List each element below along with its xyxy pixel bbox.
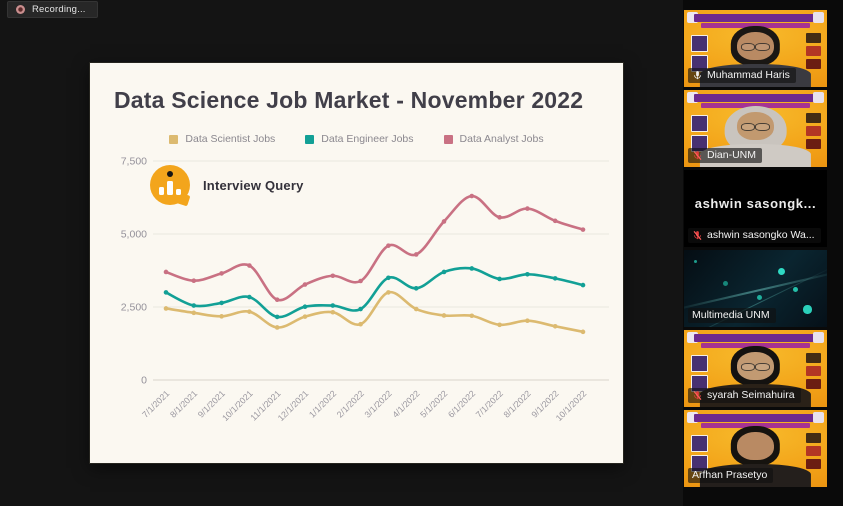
svg-text:3/1/2022: 3/1/2022 — [363, 388, 394, 419]
recording-indicator[interactable]: Recording... — [7, 1, 98, 18]
participant-tile[interactable]: syarah Seimahuira — [684, 330, 827, 407]
participant-name: Dian-UNM — [707, 149, 757, 161]
svg-text:0: 0 — [141, 375, 147, 387]
mic-muted-icon — [693, 390, 702, 400]
legend-label: Data Scientist Jobs — [185, 133, 276, 145]
participant-tile[interactable]: Dian-UNM — [684, 90, 827, 167]
participant-name-label: Multimedia UNM — [688, 308, 776, 323]
participant-tile[interactable]: Multimedia UNM — [684, 250, 827, 327]
svg-text:12/1/2021: 12/1/2021 — [276, 388, 311, 423]
legend-item: Data Scientist Jobs — [169, 133, 275, 145]
screen-share-area: Data Science Job Market - November 2022 … — [90, 63, 623, 463]
participants-strip: Muhammad Haris Dian-UNM ashwin sasongk... a… — [684, 0, 827, 506]
record-dot-icon — [16, 5, 25, 14]
chart-legend: Data Scientist Jobs Data Engineer Jobs Dat… — [90, 133, 623, 145]
chart-title: Data Science Job Market - November 2022 — [114, 87, 584, 113]
glasses — [741, 123, 770, 129]
participant-name: Multimedia UNM — [692, 309, 770, 321]
glasses — [741, 363, 770, 369]
participant-name: Muhammad Haris — [707, 69, 790, 81]
legend-swatch-icon — [169, 134, 179, 144]
participant-name-label: syarah Seimahuira — [688, 388, 801, 403]
svg-text:7/1/2021: 7/1/2021 — [140, 388, 171, 419]
mic-muted-icon — [693, 150, 702, 160]
svg-text:5,000: 5,000 — [121, 229, 147, 241]
participant-name-label: ashwin sasongko Wa... — [688, 228, 821, 243]
svg-text:4/1/2022: 4/1/2022 — [390, 388, 421, 419]
participant-tile[interactable]: Arfhan Prasetyo — [684, 410, 827, 487]
svg-text:2,500: 2,500 — [121, 302, 147, 314]
legend-item: Data Analyst Jobs — [443, 133, 544, 145]
participant-name-label: Muhammad Haris — [688, 68, 796, 83]
svg-text:5/1/2022: 5/1/2022 — [418, 388, 449, 419]
legend-item: Data Engineer Jobs — [305, 133, 414, 145]
participant-tile[interactable]: Muhammad Haris — [684, 10, 827, 87]
svg-text:10/1/2022: 10/1/2022 — [554, 388, 589, 423]
svg-text:7,500: 7,500 — [121, 156, 147, 168]
participant-display-name: ashwin sasongk... — [694, 196, 817, 211]
svg-text:2/1/2022: 2/1/2022 — [335, 388, 366, 419]
participant-name-label: Dian-UNM — [688, 148, 763, 163]
interview-query-logo: Interview Query — [150, 164, 304, 207]
presentation-slide: Data Science Job Market - November 2022 … — [90, 63, 623, 463]
svg-text:1/1/2022: 1/1/2022 — [307, 388, 338, 419]
legend-label: Data Analyst Jobs — [459, 133, 544, 145]
participant-name: Arfhan Prasetyo — [692, 469, 768, 481]
participant-name: ashwin sasongko Wa... — [707, 229, 815, 241]
interview-query-icon — [150, 165, 191, 207]
recording-label: Recording... — [32, 4, 86, 15]
legend-swatch-icon — [305, 134, 315, 144]
line-chart: 02,5005,0007,5007/1/20218/1/20219/1/2021… — [121, 156, 609, 423]
glasses — [741, 43, 770, 49]
mic-icon — [694, 70, 701, 79]
svg-text:8/1/2022: 8/1/2022 — [502, 388, 533, 419]
svg-text:8/1/2021: 8/1/2021 — [168, 388, 199, 419]
svg-text:6/1/2022: 6/1/2022 — [446, 388, 477, 419]
participant-name-label: Arfhan Prasetyo — [688, 468, 774, 483]
participant-name: syarah Seimahuira — [707, 389, 795, 401]
mic-muted-icon — [693, 230, 702, 240]
legend-label: Data Engineer Jobs — [321, 133, 414, 145]
participant-tile[interactable]: ashwin sasongk... ashwin sasongko Wa... — [684, 170, 827, 247]
legend-swatch-icon — [443, 134, 453, 144]
svg-text:7/1/2022: 7/1/2022 — [474, 388, 505, 419]
logo-text: Interview Query — [203, 177, 304, 193]
